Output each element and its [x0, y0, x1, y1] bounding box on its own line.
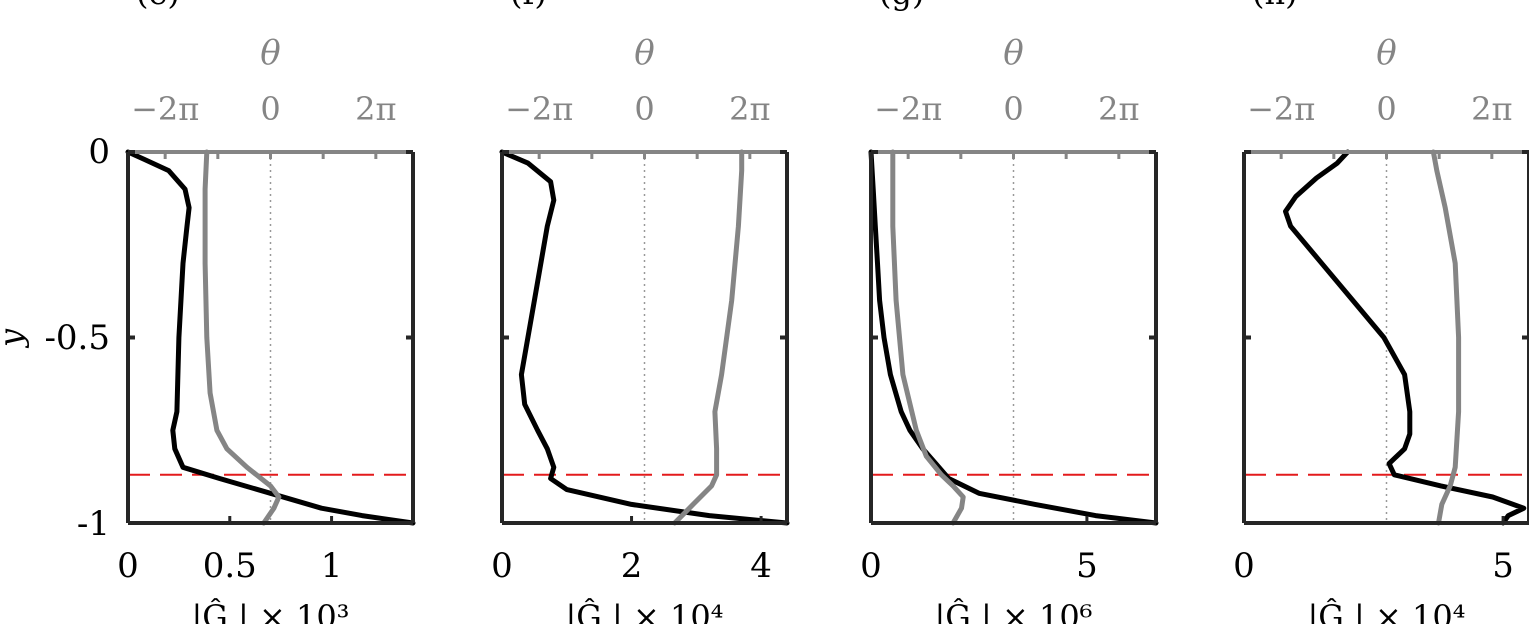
x-tick-label: 0 — [117, 546, 139, 586]
theta-tick-label: 2π — [1471, 90, 1512, 128]
phase-curve — [890, 149, 966, 526]
panel-label: (h) — [1252, 0, 1298, 12]
theta-tick-label: 0 — [1376, 90, 1396, 128]
theta-tick-label: 2π — [1098, 90, 1139, 128]
theta-tick-label: 0 — [634, 90, 654, 128]
magnitude-curve — [499, 149, 790, 526]
magnitude-curve — [125, 149, 416, 526]
x-axis-title: |Ĝ | × 10⁴ — [1308, 598, 1466, 624]
y-tick-label-neg1: -1 — [77, 504, 110, 544]
panel-f: (f) θ −2π 0 2π 0 2 4 |Ĝ | × 10⁴ — [491, 0, 790, 624]
phase-curve — [202, 149, 282, 526]
theta-tick-label: 2π — [729, 90, 770, 128]
x-tick-label: 4 — [750, 546, 772, 586]
x-tick-label: 0 — [491, 546, 513, 586]
theta-axis-title: θ — [634, 33, 654, 73]
panel-h: (h) θ −2π 0 2π 0 5 |Ĝ | × 10⁴ — [1233, 0, 1529, 624]
theta-tick-label: −2π — [131, 90, 199, 128]
x-tick-label: 0 — [860, 546, 882, 586]
x-axis-title: |Ĝ | × 10³ — [192, 598, 350, 624]
phase-curve — [672, 149, 745, 526]
panel-e: (e) θ −2π 0 2π 0 0.5 1 |Ĝ | × 10³ — [117, 0, 416, 624]
magnitude-curve — [868, 149, 1159, 526]
x-axis-title: |Ĝ | × 10⁴ — [566, 598, 724, 624]
x-tick-label: 5 — [1492, 546, 1514, 586]
theta-tick-label: 0 — [1003, 90, 1023, 128]
theta-axis-title: θ — [260, 33, 280, 73]
panel-label: (f) — [510, 0, 547, 12]
theta-tick-label: 2π — [355, 90, 396, 128]
theta-tick-label: −2π — [874, 90, 942, 128]
magnitude-curve — [1283, 149, 1527, 526]
panel-g: (g) θ −2π 0 2π 0 5 |Ĝ | × 10⁶ — [860, 0, 1159, 624]
y-tick-label-0: 0 — [88, 132, 110, 172]
x-tick-label: 5 — [1076, 546, 1098, 586]
x-tick-label: 0.5 — [203, 546, 257, 586]
x-tick-label: 1 — [321, 546, 343, 586]
theta-axis-title: θ — [1003, 33, 1023, 73]
x-axis-title: |Ĝ | × 10⁶ — [935, 598, 1093, 624]
theta-tick-label: 0 — [260, 90, 280, 128]
y-tick-label-mid: -0.5 — [44, 318, 110, 358]
phase-curve — [1430, 149, 1462, 526]
x-tick-label: 0 — [1233, 546, 1255, 586]
theta-tick-label: −2π — [505, 90, 573, 128]
theta-tick-label: −2π — [1247, 90, 1315, 128]
y-axis-title: y — [0, 328, 30, 349]
x-tick-label: 2 — [621, 546, 643, 586]
panel-label: (e) — [136, 0, 180, 12]
panel-label: (g) — [879, 0, 924, 12]
theta-axis-title: θ — [1376, 33, 1396, 73]
